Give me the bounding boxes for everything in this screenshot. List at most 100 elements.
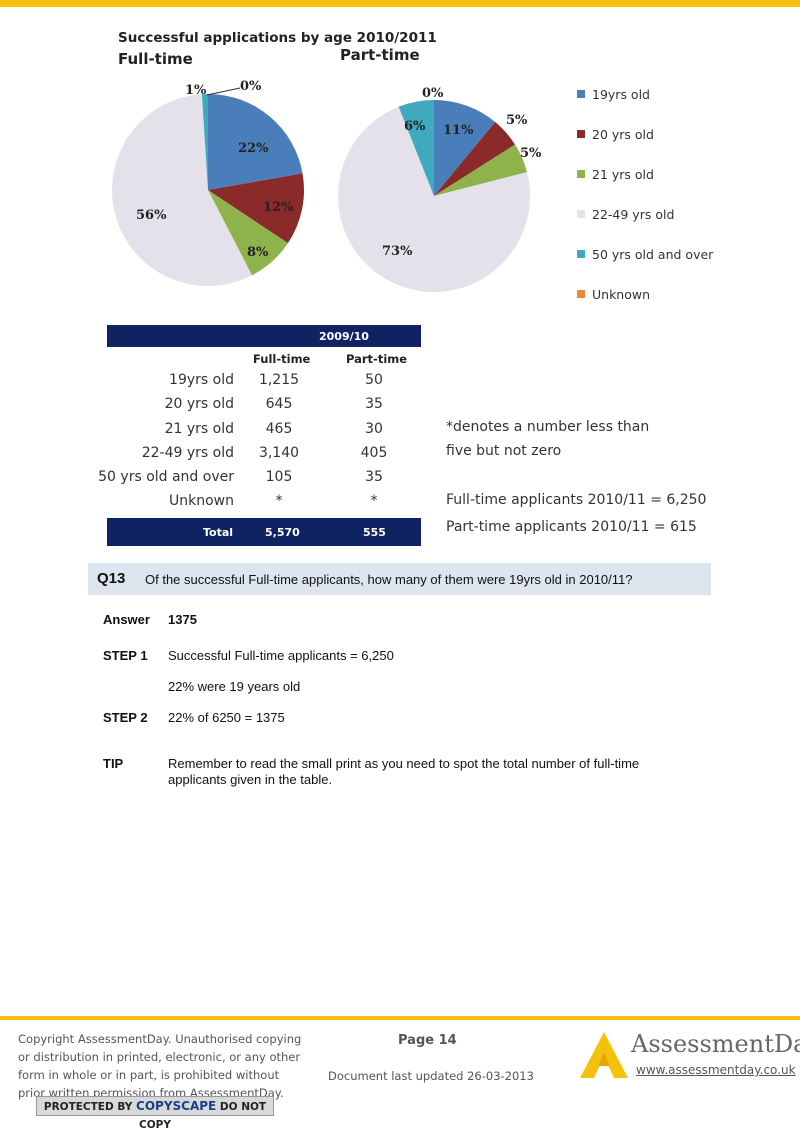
legend-swatch: [577, 250, 585, 258]
pie-slice-50-yrs-old-and-over: [398, 100, 434, 196]
pie-label-pt-20: 5%: [506, 113, 528, 128]
pie-label-ft-unknown: 0%: [240, 79, 262, 94]
legend-item-50plus: 50 yrs old and over: [577, 234, 713, 274]
step2-text: 22% of 6250 = 1375: [168, 710, 285, 725]
col-header-fulltime: Full-time: [253, 352, 311, 366]
pie-label-ft-19: 22%: [238, 141, 269, 156]
legend-swatch: [577, 130, 585, 138]
row-label: 21 yrs old: [164, 420, 234, 437]
total-fulltime: 5,570: [265, 525, 300, 539]
step1-line-2: 22% were 19 years old: [168, 679, 301, 694]
legend-swatch: [577, 170, 585, 178]
table-total-row: Total 5,570 555: [107, 517, 421, 546]
copyright-line: or distribution in printed, electronic, …: [18, 1050, 301, 1064]
step2-label: STEP 2: [103, 710, 148, 725]
copyscape-suffix: DO NOT COPY: [139, 1101, 267, 1131]
question-bar: Q13 Of the successful Full-time applican…: [88, 563, 711, 595]
table-row: 50 yrs old and over 105 35: [98, 466, 421, 490]
last-updated: Document last updated 26-03-2013: [328, 1069, 534, 1083]
data-table: 2009/10 Full-time Part-time 19yrs old 1,2…: [98, 325, 421, 546]
table-row: Unknown * *: [107, 490, 421, 514]
legend-label: 22-49 yrs old: [592, 206, 675, 222]
question-text: Of the successful Full-time applicants, …: [145, 572, 633, 587]
row-parttime: 30: [365, 420, 383, 437]
legend-label: 21 yrs old: [592, 166, 654, 182]
pie-label-ft-20: 12%: [263, 200, 294, 215]
page-number: Page 14: [398, 1033, 457, 1048]
row-fulltime: 1,215: [258, 372, 300, 388]
total-label: Total: [203, 525, 234, 539]
pie-label-pt-50plus: 6%: [404, 119, 426, 134]
legend-item-20: 20 yrs old: [577, 114, 713, 154]
note-line-2: five but not zero: [446, 443, 562, 459]
row-parttime: 35: [365, 469, 383, 486]
parttime-applicants-note: Part-time applicants 2010/11 = 615: [446, 519, 697, 535]
top-accent-bar: [0, 0, 800, 7]
tip-label: TIP: [103, 756, 124, 771]
row-fulltime: *: [275, 493, 283, 510]
pie-slice-19yrs-old: [208, 94, 303, 190]
row-fulltime: 645: [265, 396, 293, 413]
step1-label: STEP 1: [103, 648, 148, 663]
pie-label-ft-21: 8%: [247, 245, 269, 260]
row-label: 19yrs old: [169, 372, 234, 388]
note-line-1: *denotes a number less than: [446, 419, 650, 435]
parttime-chart-label: Part-time: [340, 46, 420, 64]
row-parttime: 50: [365, 372, 383, 388]
row-label: 20 yrs old: [164, 396, 234, 413]
table-row: 19yrs old 1,215 50: [107, 369, 421, 393]
bottom-accent-bar: [0, 1016, 800, 1020]
pie-label-pt-19: 11%: [443, 123, 474, 138]
table-row: 20 yrs old 645 35: [107, 393, 421, 417]
pie-slice-50-yrs-old-and-over: [201, 94, 208, 190]
fulltime-applicants-note: Full-time applicants 2010/11 = 6,250: [446, 492, 707, 508]
fulltime-pie: [112, 94, 304, 287]
legend-item-unknown: Unknown: [577, 274, 713, 314]
table-column-headers: Full-time Part-time: [107, 347, 421, 369]
pie-label-ft-22-49: 56%: [136, 208, 167, 223]
row-fulltime: 465: [265, 420, 293, 437]
legend-swatch: [577, 90, 585, 98]
pie-charts: 1% 0% 22% 12% 8% 56% 0% 6% 11% 5% 5% 73%: [112, 79, 542, 292]
answer-label: Answer: [103, 612, 150, 627]
legend-swatch: [577, 290, 585, 298]
answer-value: 1375: [168, 612, 197, 627]
legend-label: 19yrs old: [592, 86, 650, 102]
tip-line-1: Remember to read the small print as you …: [168, 756, 640, 771]
table-year: 2009/10: [319, 330, 369, 343]
copyright-notice: Copyright AssessmentDay. Unauthorised co…: [18, 1030, 308, 1102]
legend-item-22-49: 22-49 yrs old: [577, 194, 713, 234]
legend-label: 50 yrs old and over: [592, 246, 714, 262]
row-parttime: *: [370, 493, 378, 510]
copyscape-badge[interactable]: PROTECTED BY COPYSCAPE DO NOT COPY: [36, 1096, 274, 1131]
pie-slice-22-49-yrs-old: [338, 106, 531, 292]
table-row: 21 yrs old 465 30: [107, 418, 421, 442]
pie-slice-21-yrs-old: [208, 190, 288, 276]
legend-item-19: 19yrs old: [577, 74, 713, 114]
website-link[interactable]: www.assessmentday.co.uk: [636, 1063, 796, 1077]
fulltime-chart-label: Full-time: [118, 50, 193, 68]
brand-name: AssessmentDay: [631, 1030, 800, 1058]
pie-leader-line: [206, 87, 241, 96]
pie-slice-22-49-yrs-old: [112, 94, 252, 287]
pie-label-pt-unknown: 0%: [422, 86, 444, 101]
legend-label: Unknown: [592, 286, 651, 302]
row-label: Unknown: [169, 493, 234, 510]
col-header-parttime: Part-time: [346, 352, 408, 366]
legend-item-21: 21 yrs old: [577, 154, 713, 194]
pie-slice-20-yrs-old: [208, 173, 304, 244]
pie-label-pt-21: 5%: [520, 146, 542, 161]
total-parttime: 555: [363, 525, 386, 539]
row-label: 22-49 yrs old: [141, 444, 234, 461]
row-label: 50 yrs old and over: [98, 469, 234, 486]
legend-swatch: [577, 210, 585, 218]
copyright-line: Copyright AssessmentDay. Unauthorised co…: [18, 1032, 302, 1046]
chart-title: Successful applications by age 2010/2011: [118, 30, 437, 46]
chart-legend: 19yrs old 20 yrs old 21 yrs old 22-49 yr…: [577, 74, 713, 314]
pie-slice-21-yrs-old: [434, 144, 527, 196]
copyright-line: form in whole or in part, is prohibited …: [18, 1068, 280, 1082]
row-parttime: 405: [360, 444, 388, 461]
pie-label-pt-22-49: 73%: [382, 244, 413, 259]
copyscape-brand: COPYSCAPE: [136, 1099, 217, 1113]
question-number: Q13: [97, 570, 126, 587]
